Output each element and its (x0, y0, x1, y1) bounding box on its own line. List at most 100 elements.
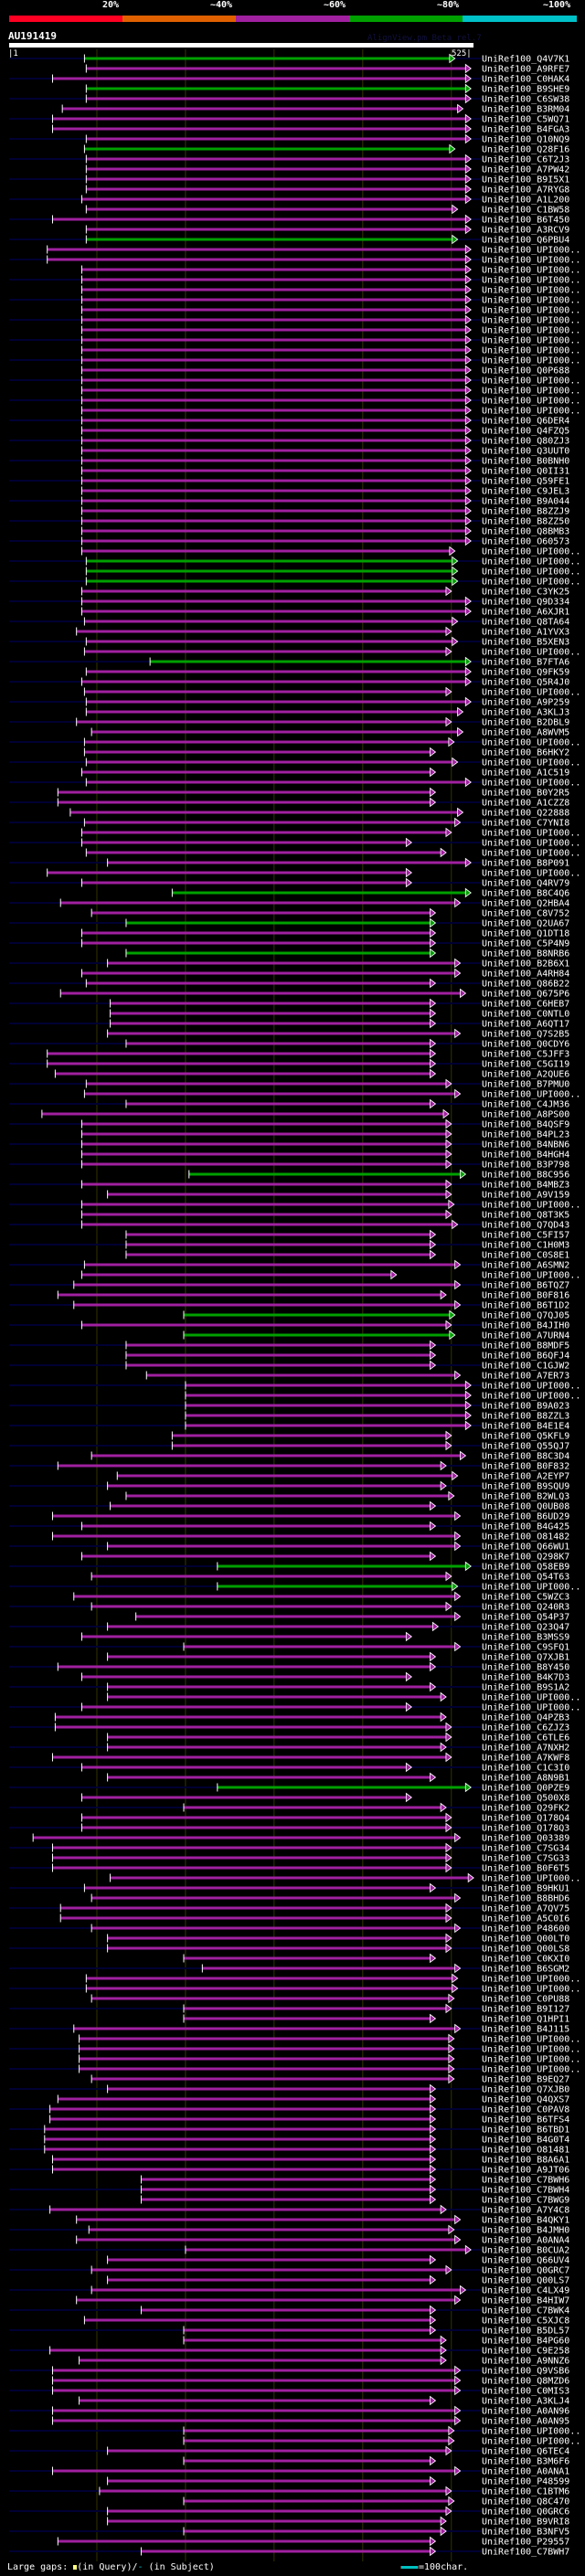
hit-label[interactable]: UniRef100_Q29FK2 (482, 1804, 569, 1814)
hit-label[interactable]: UniRef100_A9V159 (482, 1191, 569, 1201)
hit-label[interactable]: UniRef100_A1YVX3 (482, 628, 569, 638)
hit-label[interactable]: UniRef100_C7SG33 (482, 1854, 569, 1864)
hit-label[interactable]: UniRef100_A7URN4 (482, 1331, 569, 1341)
hit-label[interactable]: UniRef100_P48600 (482, 1924, 569, 1935)
hit-label[interactable]: UniRef100_UPI000.. (482, 557, 580, 567)
hit-label[interactable]: UniRef100_A4RH84 (482, 970, 569, 980)
hit-label[interactable]: UniRef100_B5XEN3 (482, 638, 569, 648)
hit-label[interactable]: UniRef100_Q0GRC6 (482, 2507, 569, 2518)
hit-label[interactable]: UniRef100_Q00LS7 (482, 2276, 569, 2286)
hit-label[interactable]: UniRef100_B8C4Q6 (482, 889, 569, 899)
hit-label[interactable]: UniRef100_Q86B22 (482, 980, 569, 990)
hit-label[interactable]: UniRef100_C0PAV8 (482, 2105, 569, 2115)
hit-label[interactable]: UniRef100_A0ANA4 (482, 2236, 569, 2246)
hit-label[interactable]: UniRef100_A8N9B1 (482, 1774, 569, 1784)
hit-label[interactable]: UniRef100_Q1DT18 (482, 929, 569, 939)
hit-label[interactable]: UniRef100_B7FTA6 (482, 658, 569, 668)
hit-label[interactable]: UniRef100_Q5R4J0 (482, 678, 569, 688)
hit-label[interactable]: UniRef100_Q4QXS7 (482, 2095, 569, 2105)
hit-label[interactable]: UniRef100_A2EYP7 (482, 1472, 569, 1482)
hit-label[interactable]: UniRef100_Q66WU1 (482, 1542, 569, 1553)
hit-label[interactable]: UniRef100_Q2UA67 (482, 919, 569, 929)
hit-label[interactable]: UniRef100_A3RCV9 (482, 226, 569, 236)
hit-label[interactable]: UniRef100_Q3UUT0 (482, 447, 569, 457)
hit-label[interactable]: UniRef100_B4G0T4 (482, 2136, 569, 2146)
hit-label[interactable]: UniRef100_Q9VSB6 (482, 2367, 569, 2377)
hit-label[interactable]: UniRef100_C6ZJZ3 (482, 1723, 569, 1733)
hit-label[interactable]: UniRef100_B0CUA2 (482, 2246, 569, 2256)
hit-label[interactable]: UniRef100_UPI000.. (482, 286, 580, 296)
hit-label[interactable]: UniRef100_A0AN96 (482, 2407, 569, 2417)
hit-label[interactable]: UniRef100_C1BW58 (482, 206, 569, 216)
hit-label[interactable]: UniRef100_B4NBN6 (482, 1140, 569, 1150)
hit-label[interactable]: UniRef100_C7SG34 (482, 1844, 569, 1854)
hit-label[interactable]: UniRef100_B4J115 (482, 2025, 569, 2035)
hit-label[interactable]: UniRef100_UPI000.. (482, 356, 580, 366)
hit-label[interactable]: UniRef100_B3MSS9 (482, 1633, 569, 1643)
hit-label[interactable]: UniRef100_Q8MZD6 (482, 2377, 569, 2387)
hit-label[interactable]: UniRef100_Q8TA64 (482, 618, 569, 628)
hit-label[interactable]: UniRef100_Q9FK59 (482, 668, 569, 678)
hit-label[interactable]: UniRef100_UPI000.. (482, 547, 580, 557)
hit-label[interactable]: UniRef100_Q6PBU4 (482, 236, 569, 246)
hit-label[interactable]: UniRef100_Q59FE1 (482, 477, 569, 487)
hit-label[interactable]: UniRef100_A8WVM5 (482, 728, 569, 738)
hit-label[interactable]: UniRef100_O81481 (482, 2146, 569, 2156)
hit-label[interactable]: UniRef100_UPI000.. (482, 758, 580, 769)
hit-label[interactable]: UniRef100_C0HAK4 (482, 75, 569, 85)
hit-label[interactable]: UniRef100_B4JIH0 (482, 1321, 569, 1331)
hit-label[interactable]: UniRef100_Q0II31 (482, 467, 569, 477)
hit-label[interactable]: UniRef100_B0F6T5 (482, 1864, 569, 1874)
hit-label[interactable]: UniRef100_UPI000.. (482, 1975, 580, 1985)
hit-label[interactable]: UniRef100_B6UD29 (482, 1512, 569, 1522)
hit-label[interactable]: UniRef100_C8V752 (482, 909, 569, 919)
hit-label[interactable]: UniRef100_Q0CDY6 (482, 1040, 569, 1050)
hit-label[interactable]: UniRef100_UPI000.. (482, 1392, 580, 1402)
hit-label[interactable]: UniRef100_B9A044 (482, 497, 569, 507)
hit-label[interactable]: UniRef100_Q22888 (482, 809, 569, 819)
hit-label[interactable]: UniRef100_UPI000.. (482, 1693, 580, 1703)
hit-label[interactable]: UniRef100_B2WLQ3 (482, 1492, 569, 1502)
hit-label[interactable]: UniRef100_A7PW42 (482, 165, 569, 175)
hit-label[interactable]: UniRef100_C6HEB7 (482, 1000, 569, 1010)
hit-label[interactable]: UniRef100_B8C3D4 (482, 1452, 569, 1462)
hit-label[interactable]: UniRef100_UPI000.. (482, 276, 580, 286)
hit-label[interactable]: UniRef100_B4FGA3 (482, 125, 569, 135)
hit-label[interactable]: UniRef100_Q178Q4 (482, 1814, 569, 1824)
hit-label[interactable]: UniRef100_A9NNZ6 (482, 2357, 569, 2367)
hit-label[interactable]: UniRef100_UPI000.. (482, 1583, 580, 1593)
hit-label[interactable]: UniRef100_UPI000.. (482, 688, 580, 698)
hit-label[interactable]: UniRef100_B4E1E4 (482, 1422, 569, 1432)
hit-label[interactable]: UniRef100_C7BWH6 (482, 2176, 569, 2186)
hit-label[interactable]: UniRef100_Q4RV79 (482, 879, 569, 889)
hit-label[interactable]: UniRef100_A7RYG8 (482, 186, 569, 196)
hit-label[interactable]: UniRef100_C5P4N9 (482, 939, 569, 949)
hit-label[interactable]: UniRef100_B0BNH0 (482, 457, 569, 467)
hit-label[interactable]: UniRef100_B0F832 (482, 1462, 569, 1472)
hit-label[interactable]: UniRef100_C6SW38 (482, 95, 569, 105)
hit-label[interactable]: UniRef100_B8MDF5 (482, 1341, 569, 1352)
hit-label[interactable]: UniRef100_A8PS00 (482, 1110, 569, 1120)
hit-label[interactable]: UniRef100_B8A6A1 (482, 2156, 569, 2166)
hit-label[interactable]: UniRef100_B6HKY2 (482, 748, 569, 758)
hit-label[interactable]: UniRef100_Q9D334 (482, 598, 569, 608)
hit-label[interactable]: UniRef100_Q55QJ7 (482, 1442, 569, 1452)
hit-label[interactable]: UniRef100_C9JEL3 (482, 487, 569, 497)
hit-label[interactable]: UniRef100_UPI000.. (482, 266, 580, 276)
hit-label[interactable]: UniRef100_UPI000.. (482, 256, 580, 266)
hit-label[interactable]: UniRef100_A6QT17 (482, 1020, 569, 1030)
hit-label[interactable]: UniRef100_B0Y2R5 (482, 789, 569, 799)
hit-label[interactable]: UniRef100_A9RFE7 (482, 65, 569, 75)
hit-label[interactable]: UniRef100_UPI000.. (482, 1703, 580, 1713)
hit-label[interactable]: UniRef100_B9I127 (482, 2005, 569, 2015)
hit-label[interactable]: UniRef100_Q7QJ05 (482, 1311, 569, 1321)
hit-label[interactable]: UniRef100_B4G425 (482, 1522, 569, 1532)
hit-label[interactable]: UniRef100_UPI000.. (482, 346, 580, 356)
hit-label[interactable]: UniRef100_Q00LS8 (482, 1945, 569, 1955)
hit-label[interactable]: UniRef100_Q8BMB3 (482, 527, 569, 537)
hit-label[interactable]: UniRef100_B4HGH4 (482, 1150, 569, 1161)
hit-label[interactable]: UniRef100_B8P091 (482, 859, 569, 869)
hit-label[interactable]: UniRef100_UPI000.. (482, 1201, 580, 1211)
hit-label[interactable]: UniRef100_C6T2J3 (482, 155, 569, 165)
hit-label[interactable]: UniRef100_A1C519 (482, 769, 569, 779)
